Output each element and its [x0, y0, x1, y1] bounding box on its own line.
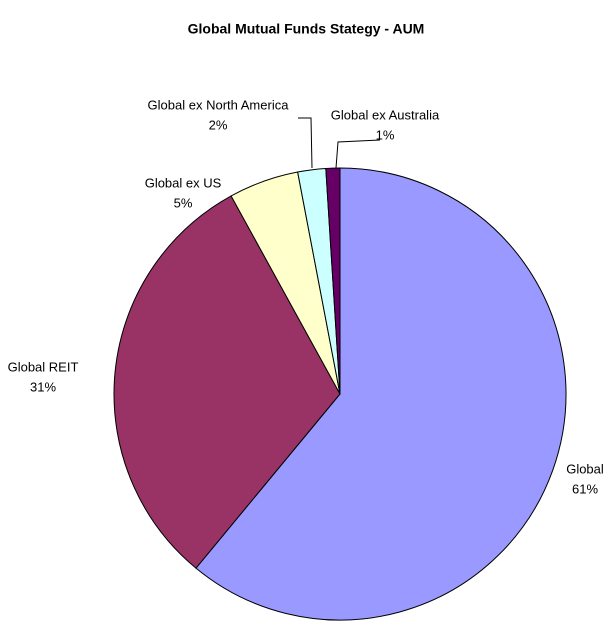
slice-value-label: 1% — [376, 127, 395, 142]
pie-slice — [113, 195, 341, 569]
leader-line — [298, 117, 313, 169]
pie-slice — [325, 167, 341, 395]
slice-label: Global ex Australia — [331, 107, 440, 122]
slice-value-label: 2% — [209, 117, 228, 132]
slice-label: Global ex US — [145, 175, 222, 190]
leader-line — [335, 139, 381, 169]
slice-label: Global ex North America — [148, 97, 290, 112]
slice-label: Global REIT — [8, 359, 79, 374]
slice-value-label: 5% — [174, 195, 193, 210]
pie-slice — [195, 167, 567, 621]
slice-value-label: 61% — [572, 481, 598, 496]
chart-title: Global Mutual Funds Stategy - AUM — [188, 21, 425, 37]
slice-value-label: 31% — [30, 379, 56, 394]
slice-label: Global — [566, 461, 604, 476]
pie — [113, 167, 567, 621]
